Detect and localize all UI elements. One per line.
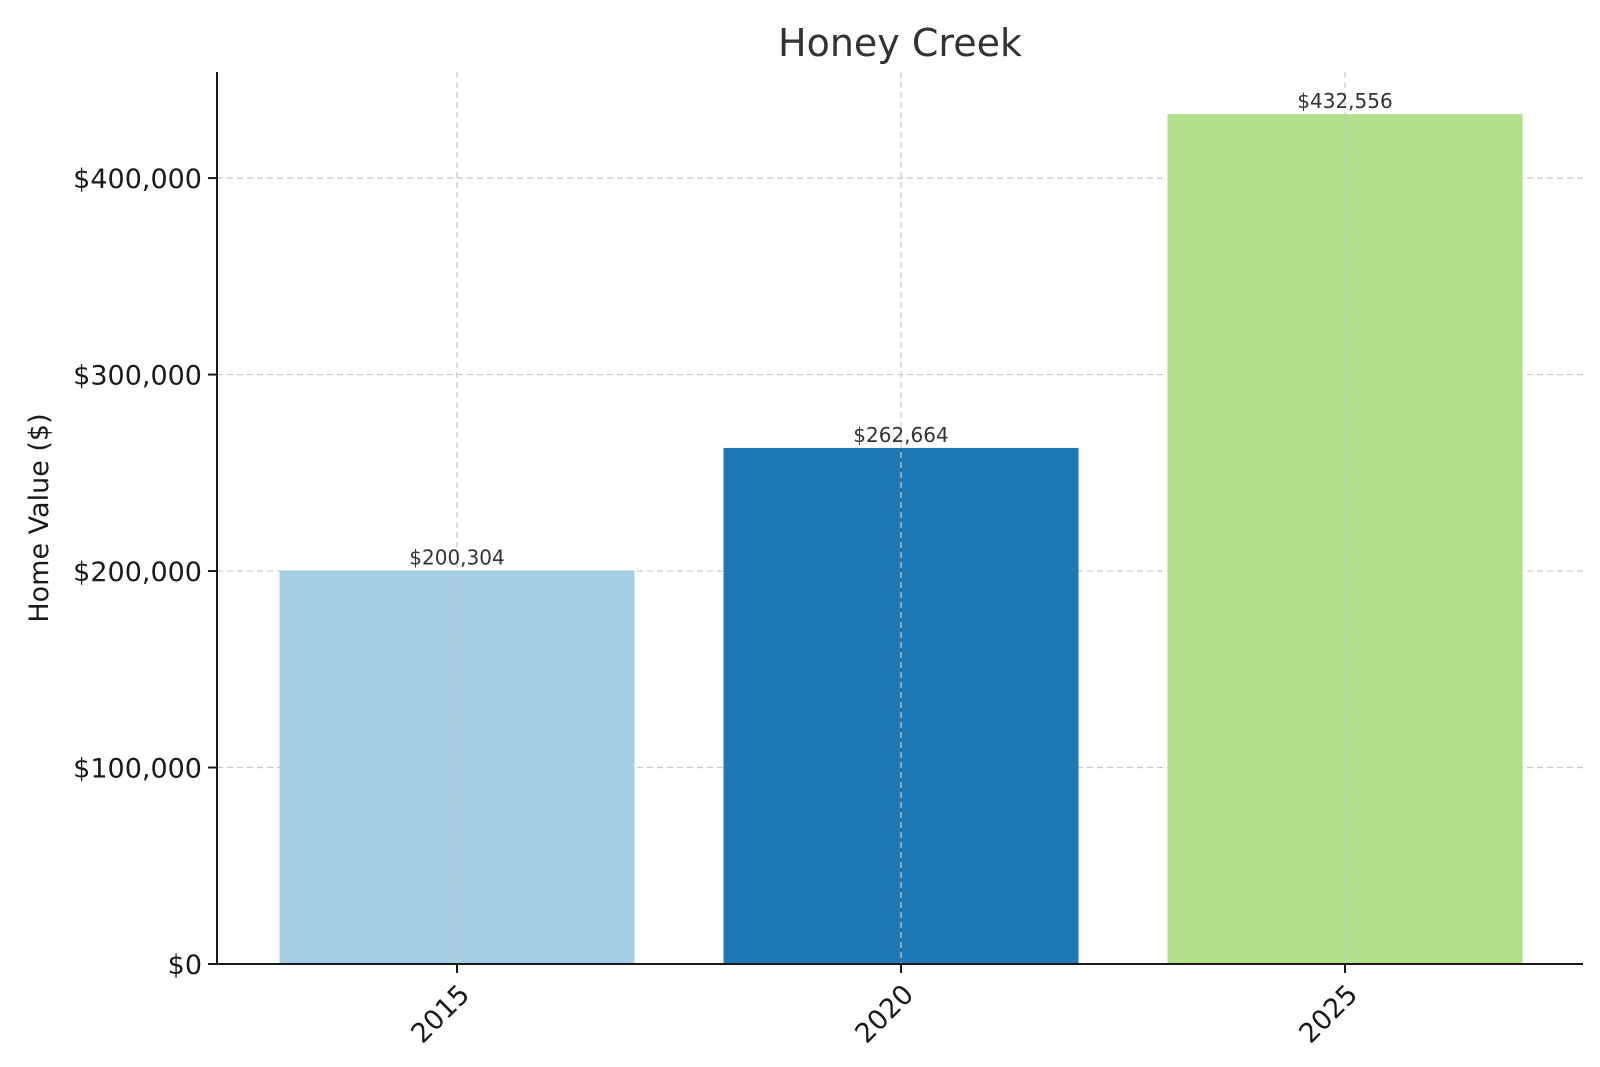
x-tick-label: 2020 bbox=[849, 979, 920, 1050]
x-tick-label: 2025 bbox=[1293, 979, 1364, 1050]
bar-value-label: $432,556 bbox=[1297, 89, 1392, 113]
x-grid-lines bbox=[456, 72, 1346, 964]
x-tick-label: 2015 bbox=[405, 979, 476, 1050]
value-labels: $200,304 $262,664 $432,556 bbox=[409, 89, 1392, 569]
y-tick-label: $300,000 bbox=[73, 361, 202, 392]
y-tick-label: $0 bbox=[168, 950, 202, 981]
bar-value-label: $262,664 bbox=[853, 423, 948, 447]
y-tick-label: $400,000 bbox=[73, 164, 202, 195]
y-tick-label: $100,000 bbox=[73, 754, 202, 785]
y-tick-label: $200,000 bbox=[73, 557, 202, 588]
chart-title: Honey Creek bbox=[778, 21, 1022, 65]
bar-value-label: $200,304 bbox=[409, 545, 504, 569]
y-axis-label: Home Value ($) bbox=[24, 413, 55, 622]
